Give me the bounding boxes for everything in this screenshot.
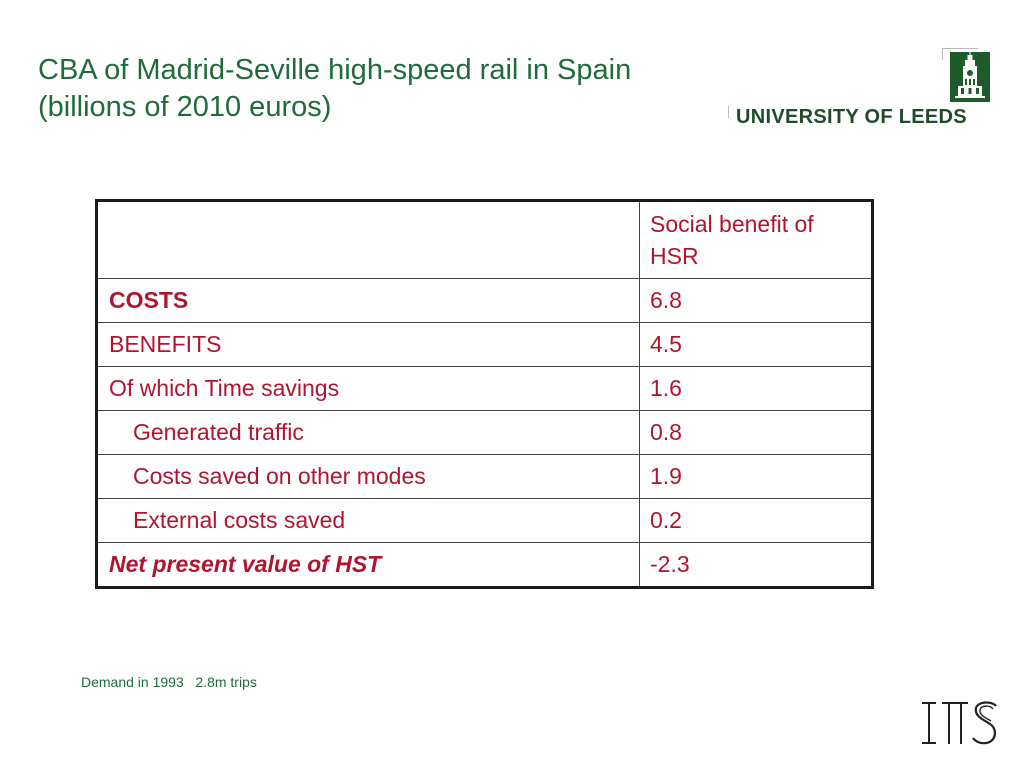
table-row: Generated traffic 0.8 (96, 410, 873, 455)
cba-table: Social benefit of HSR COSTS 6.8 BENEFITS… (95, 199, 874, 589)
its-logo-mark (922, 701, 997, 745)
slide-title-line-1: CBA of Madrid-Seville high-speed rail in… (38, 54, 632, 86)
row-value: 0.8 (639, 410, 873, 455)
row-value: 1.9 (639, 454, 873, 499)
footnote: Demand in 1993 2.8m trips (81, 674, 257, 690)
row-value: -2.3 (639, 542, 873, 588)
logo-corner-mark (942, 48, 978, 49)
university-name: UNIVERSITY OF LEEDS (736, 106, 967, 128)
row-value: 6.8 (639, 278, 873, 323)
table-row: External costs saved 0.2 (96, 498, 873, 543)
table-row: Of which Time savings 1.6 (96, 366, 873, 411)
row-value: 4.5 (639, 322, 873, 367)
table-header-cell: Social benefit of HSR (639, 200, 873, 279)
row-label: Of which Time savings (96, 366, 640, 411)
table-header-cell (96, 200, 640, 279)
row-label: Net present value of HST (96, 542, 640, 588)
its-logo (922, 700, 1000, 746)
logo-corner-mark (942, 48, 943, 60)
table-row: BENEFITS 4.5 (96, 322, 873, 367)
row-label: External costs saved (96, 498, 640, 543)
table-row-total: Net present value of HST -2.3 (96, 542, 873, 588)
row-value: 1.6 (639, 366, 873, 411)
row-label: COSTS (96, 278, 640, 323)
table-row: COSTS 6.8 (96, 278, 873, 323)
row-value: 0.2 (639, 498, 873, 543)
table-header-row: Social benefit of HSR (96, 200, 873, 279)
table-row: Costs saved on other modes 1.9 (96, 454, 873, 499)
row-label: Generated traffic (96, 410, 640, 455)
slide-title: CBA of Madrid-Seville high-speed rail in… (38, 52, 728, 126)
row-label: Costs saved on other modes (96, 454, 640, 499)
logo-corner-mark (728, 106, 729, 118)
university-of-leeds-logo: UNIVERSITY OF LEEDS (726, 46, 1006, 132)
slide-title-line-2: (billions of 2010 euros) (38, 91, 332, 123)
row-label: BENEFITS (96, 322, 640, 367)
clock-tower-icon (950, 52, 990, 102)
